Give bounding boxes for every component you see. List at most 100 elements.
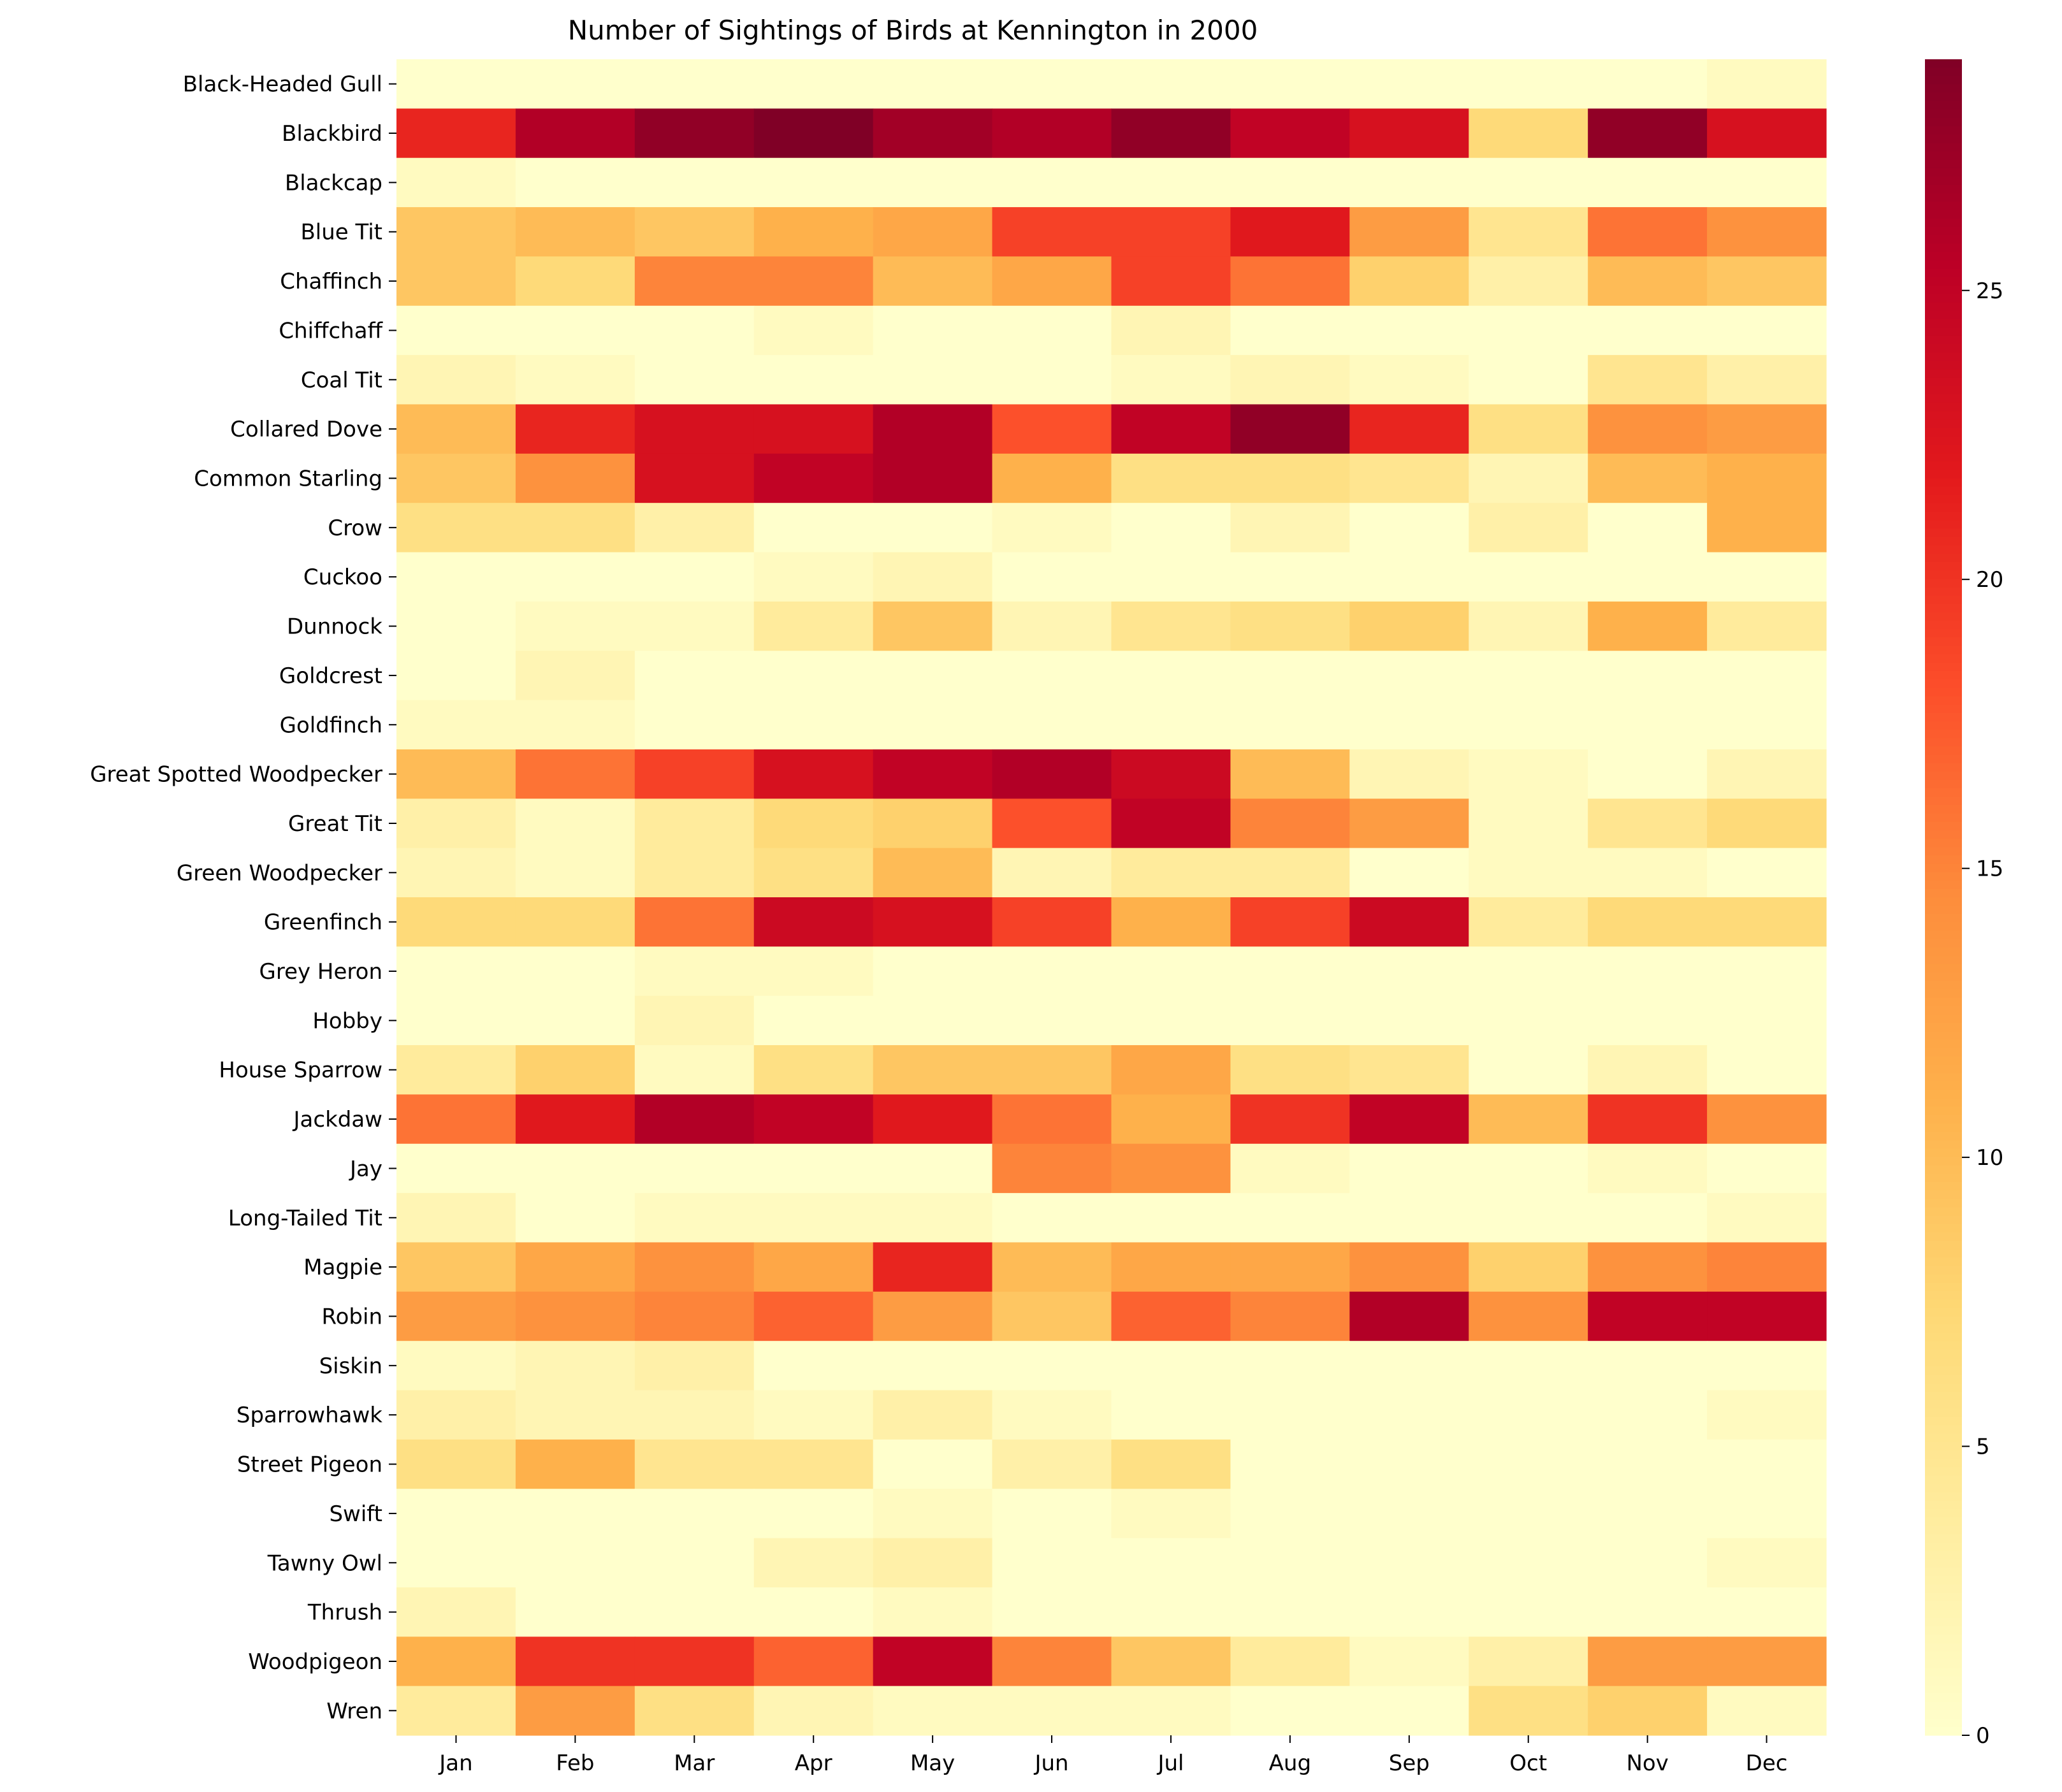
cell-greenfinch-mar — [634, 897, 755, 947]
colorbar-segment — [1925, 486, 1962, 496]
x-tick-label-sep: Sep — [1389, 1751, 1430, 1776]
cell-blue-tit-may — [873, 207, 993, 257]
y-tick-label-jay: Jay — [349, 1156, 382, 1181]
cell-thrush-sep — [1349, 1587, 1469, 1637]
colorbar-segment — [1925, 1391, 1962, 1401]
cell-green-woodpecker-dec — [1707, 848, 1827, 898]
cell-blue-tit-aug — [1230, 207, 1350, 257]
cell-hobby-apr — [753, 995, 874, 1046]
cell-long-tailed-tit-nov — [1588, 1193, 1708, 1243]
cell-crow-feb — [515, 503, 635, 553]
cell-grey-heron-feb — [515, 946, 635, 997]
cell-jackdaw-sep — [1349, 1094, 1469, 1145]
cell-magpie-nov — [1588, 1242, 1708, 1292]
cell-siskin-sep — [1349, 1341, 1469, 1391]
cell-grey-heron-nov — [1588, 946, 1708, 997]
cell-cuckoo-may — [873, 552, 993, 602]
colorbar-segment — [1925, 612, 1962, 621]
cell-collared-dove-mar — [634, 404, 755, 454]
colorbar-segment — [1925, 1651, 1962, 1661]
cell-coal-tit-jun — [992, 355, 1112, 405]
cell-collared-dove-sep — [1349, 404, 1469, 454]
cell-dunnock-dec — [1707, 601, 1827, 651]
y-tick-label-chiffchaff: Chiffchaff — [279, 318, 383, 343]
cell-common-starling-may — [873, 453, 993, 503]
cell-great-tit-aug — [1230, 798, 1350, 849]
cell-great-tit-oct — [1469, 798, 1588, 849]
cell-cuckoo-feb — [515, 552, 635, 602]
cell-cuckoo-jan — [396, 552, 516, 602]
cell-house-sparrow-jan — [396, 1045, 516, 1095]
cell-coal-tit-nov — [1588, 355, 1708, 405]
y-tick-label-black-headed-gull: Black-Headed Gull — [183, 72, 382, 98]
cell-great-tit-may — [873, 798, 993, 849]
cell-sparrowhawk-jan — [396, 1390, 516, 1440]
y-tick-label-tawny-owl: Tawny Owl — [267, 1550, 382, 1576]
cell-sparrowhawk-sep — [1349, 1390, 1469, 1440]
cell-great-tit-jul — [1111, 798, 1231, 849]
colorbar-segment — [1925, 1484, 1962, 1493]
cell-magpie-dec — [1707, 1242, 1827, 1292]
cell-blackbird-jan — [396, 108, 516, 159]
colorbar-segment — [1925, 755, 1962, 764]
cell-chiffchaff-sep — [1349, 305, 1469, 356]
cell-green-woodpecker-aug — [1230, 848, 1350, 898]
colorbar-segment — [1925, 268, 1962, 278]
colorbar-segment — [1925, 914, 1962, 923]
colorbar-segment — [1925, 1508, 1962, 1518]
colorbar-segment — [1925, 1350, 1962, 1359]
y-tick-label-magpie: Magpie — [303, 1255, 382, 1280]
cell-dunnock-jul — [1111, 601, 1231, 651]
cell-cuckoo-jul — [1111, 552, 1231, 602]
cell-common-starling-nov — [1588, 453, 1708, 503]
y-tick-label-grey-heron: Grey Heron — [259, 959, 383, 985]
cell-thrush-mar — [634, 1587, 755, 1637]
cell-robin-apr — [753, 1291, 874, 1341]
colorbar-segment — [1925, 1375, 1962, 1384]
cell-great-spotted-woodpecker-apr — [753, 749, 874, 799]
cell-collared-dove-may — [873, 404, 993, 454]
cell-hobby-may — [873, 995, 993, 1046]
colorbar-segment — [1925, 126, 1962, 135]
cell-coal-tit-mar — [634, 355, 755, 405]
cell-thrush-dec — [1707, 1587, 1827, 1637]
colorbar-segment — [1925, 537, 1962, 546]
colorbar-segment — [1925, 964, 1962, 973]
cell-swift-apr — [753, 1489, 874, 1539]
cell-magpie-apr — [753, 1242, 874, 1292]
colorbar-segment — [1925, 168, 1962, 177]
cell-tawny-owl-apr — [753, 1538, 874, 1588]
cell-wren-jun — [992, 1686, 1112, 1736]
colorbar-tick-label-15: 15 — [1976, 856, 2003, 882]
cell-common-starling-jan — [396, 453, 516, 503]
colorbar-segment — [1925, 1148, 1962, 1158]
cell-green-woodpecker-sep — [1349, 848, 1469, 898]
colorbar-segment — [1925, 1685, 1962, 1694]
cell-robin-dec — [1707, 1291, 1827, 1341]
cell-goldcrest-mar — [634, 651, 755, 701]
cell-woodpigeon-apr — [753, 1637, 874, 1687]
cell-wren-mar — [634, 1686, 755, 1736]
cell-black-headed-gull-jan — [396, 59, 516, 109]
colorbar-segment — [1925, 243, 1962, 253]
cell-house-sparrow-aug — [1230, 1045, 1350, 1095]
colorbar-segment — [1925, 779, 1962, 789]
colorbar-segment — [1925, 185, 1962, 194]
cell-great-tit-apr — [753, 798, 874, 849]
colorbar-segment — [1925, 587, 1962, 596]
cell-green-woodpecker-feb — [515, 848, 635, 898]
colorbar-segment — [1925, 1106, 1962, 1116]
cell-wren-aug — [1230, 1686, 1350, 1736]
colorbar-segment — [1925, 788, 1962, 797]
colorbar-segment — [1925, 1425, 1962, 1434]
y-tick-label-great-spotted-woodpecker: Great Spotted Woodpecker — [90, 762, 382, 788]
cell-chaffinch-dec — [1707, 256, 1827, 307]
colorbar-segment — [1925, 863, 1962, 873]
colorbar-segment — [1925, 1383, 1962, 1392]
colorbar-segment — [1925, 520, 1962, 529]
cell-street-pigeon-dec — [1707, 1439, 1827, 1489]
colorbar-segment — [1925, 1132, 1962, 1141]
cell-blue-tit-jul — [1111, 207, 1231, 257]
cell-woodpigeon-mar — [634, 1637, 755, 1687]
colorbar-segment — [1925, 771, 1962, 781]
